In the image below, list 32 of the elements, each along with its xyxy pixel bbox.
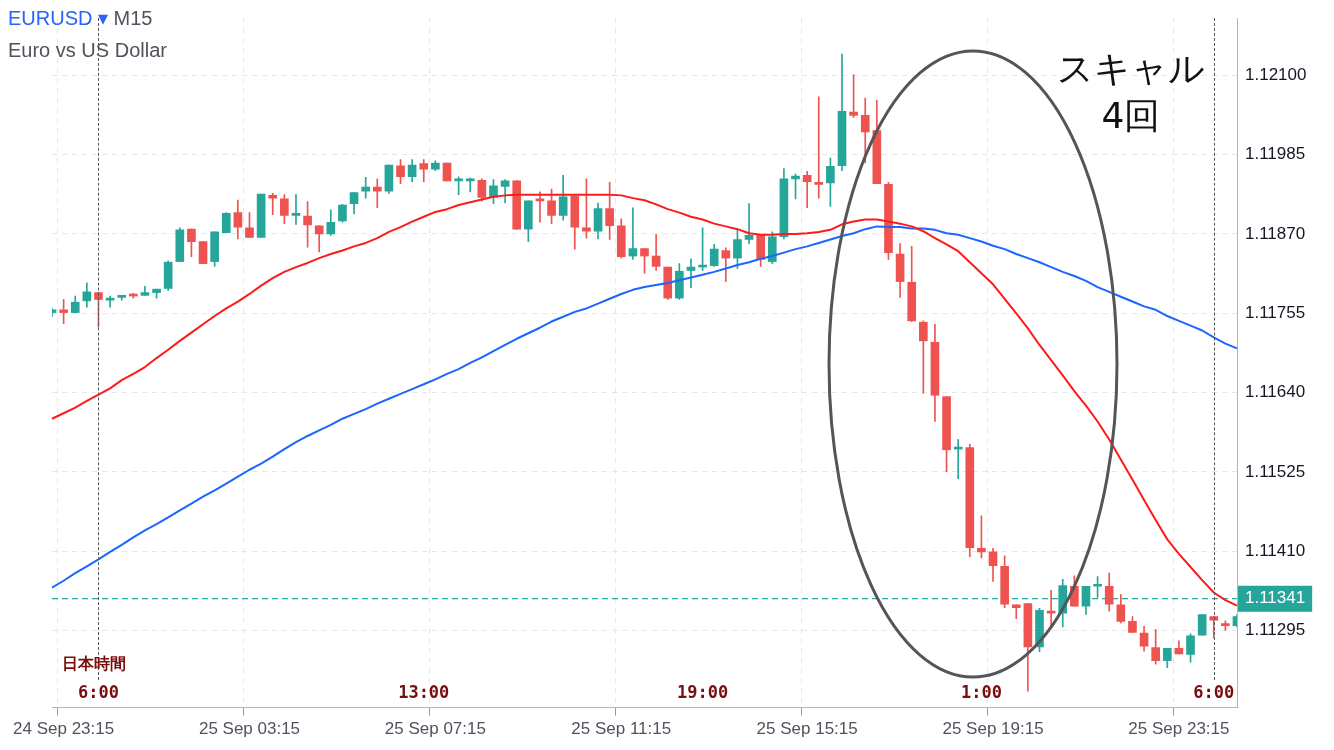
y-tick-label: 1.11640 — [1245, 382, 1306, 402]
annotation: 日本時間 — [62, 653, 126, 675]
candlestick — [512, 180, 522, 230]
y-tick-label: 1.11295 — [1245, 620, 1306, 640]
annotation: 6:00 — [1193, 681, 1235, 702]
candlestick — [442, 162, 452, 182]
x-tick-label: 24 Sep 23:15 — [13, 719, 115, 739]
x-tick-label: 25 Sep 15:15 — [756, 719, 858, 739]
y-tick-label: 1.12100 — [1245, 65, 1307, 85]
annotation: 6:00 — [77, 681, 119, 702]
x-tick-label: 25 Sep 23:15 — [1128, 719, 1230, 739]
x-tick-label: 25 Sep 11:15 — [571, 719, 672, 739]
y-tick-label: 1.11525 — [1245, 461, 1306, 481]
x-tick-label: 25 Sep 03:15 — [198, 719, 301, 739]
y-tick-label: 1.11755 — [1245, 302, 1306, 322]
candlestick — [256, 193, 266, 238]
x-tick-label: 25 Sep 07:15 — [384, 719, 486, 739]
x-tick-label: 25 Sep 19:15 — [942, 719, 1044, 739]
annotation: 13:00 — [398, 681, 450, 702]
candlestick — [198, 241, 208, 264]
annotation: スキャル 4回 — [1056, 47, 1206, 138]
y-tick-label: 1.11410 — [1245, 540, 1306, 560]
y-tick-label: 1.11870 — [1245, 223, 1306, 243]
text: Euro vs US Dollar — [8, 39, 167, 62]
annotation: 19:00 — [676, 681, 729, 702]
candlestick — [221, 212, 231, 233]
candlestick — [419, 159, 429, 182]
ref-line-label: 1.11341 — [1245, 588, 1306, 608]
y-tick-label: 1.11985 — [1245, 144, 1306, 164]
annotation: 1:00 — [960, 681, 1002, 702]
chart-title: EURUSD ▾ M15 — [8, 7, 153, 29]
candlestick — [1197, 614, 1207, 636]
